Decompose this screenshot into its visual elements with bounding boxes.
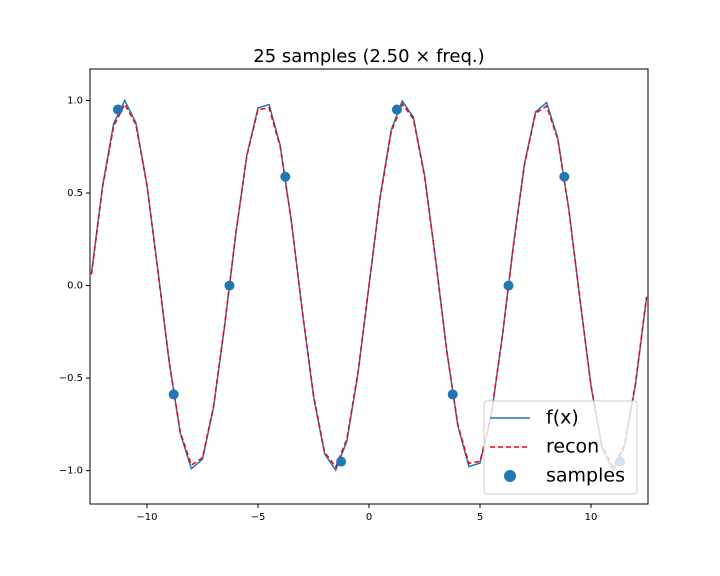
sample-point (559, 171, 570, 182)
x-tick-label: 0 (366, 512, 372, 523)
sample-point (112, 104, 123, 115)
sample-point (447, 389, 458, 400)
x-tick-label: −5 (251, 512, 266, 523)
x-tick-label: 5 (477, 512, 483, 523)
sample-point (336, 456, 347, 467)
plot-frame (89, 68, 649, 505)
y-tick-label: −1.0 (59, 466, 83, 477)
legend-label: f(x) (546, 407, 579, 429)
x-tick-label: 10 (585, 512, 598, 523)
y-tick-label: 0.0 (67, 281, 83, 292)
chart-title: 25 samples (2.50 × freq.) (253, 46, 484, 67)
legend-box (483, 400, 638, 495)
sample-point (168, 389, 179, 400)
sample-point (503, 280, 514, 291)
legend-handle (504, 470, 516, 482)
sample-point (391, 104, 402, 115)
legend-label: samples (546, 465, 625, 487)
y-tick-label: 0.5 (67, 188, 83, 199)
y-tick-label: −0.5 (59, 373, 83, 384)
series-line (90, 102, 648, 469)
y-tick-label: 1.0 (67, 95, 83, 106)
x-tick-label: −10 (136, 512, 157, 523)
legend-label: recon (546, 436, 599, 458)
sample-point (280, 171, 291, 182)
sample-point (224, 280, 235, 291)
